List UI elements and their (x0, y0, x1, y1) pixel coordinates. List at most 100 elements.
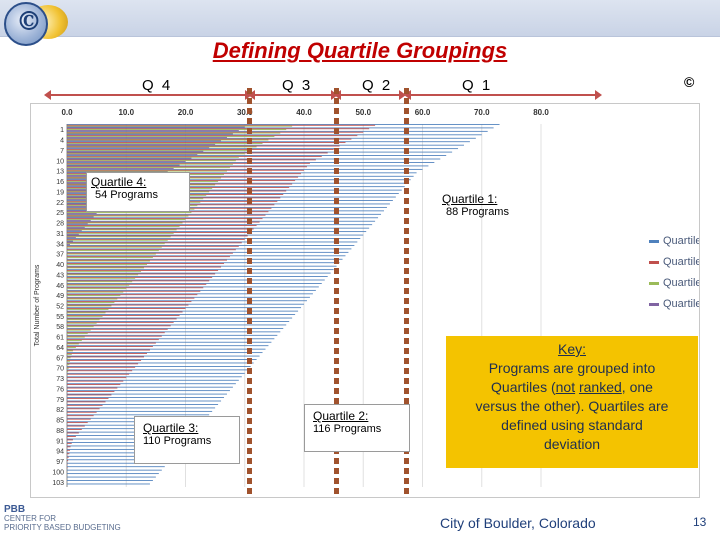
callout-q1-title: Quartile 1: (442, 192, 498, 206)
y-tick-label: 52 (56, 304, 64, 311)
legend-label: Quartile 1 (663, 235, 699, 247)
bar-quartile-1 (67, 404, 219, 405)
copyright-icon: © (684, 74, 695, 90)
bar-quartile-1 (67, 213, 382, 215)
bar-quartile-3 (67, 305, 112, 307)
bar-quartile-2 (67, 138, 352, 140)
bar-quartile-1 (67, 130, 488, 132)
key-word-not: not (555, 379, 576, 395)
y-tick-label: 13 (56, 169, 64, 176)
bar-quartile-1 (67, 127, 494, 129)
y-tick-label: 58 (56, 324, 64, 331)
bar-quartile-4 (67, 168, 174, 169)
bar-quartile-1 (67, 303, 304, 305)
legend-swatch (649, 240, 659, 243)
bar-quartile-1 (67, 459, 171, 461)
bar-quartile-1 (67, 217, 379, 219)
bar-quartile-4 (67, 240, 73, 242)
bar-quartile-1 (67, 286, 319, 288)
bar-quartile-3 (67, 322, 97, 324)
callout-quartile-3: Quartile 3: 110 Programs (134, 416, 240, 464)
x-tick-label: 60.0 (415, 108, 431, 117)
bar-quartile-1 (67, 158, 441, 160)
bar-quartile-3 (67, 143, 263, 144)
quartile-header-q3: Q 3 (282, 77, 313, 94)
pbb-line-1: CENTER FOR (4, 514, 56, 523)
y-tick-label: 16 (56, 179, 64, 186)
key-line-2a: Quartiles ( (491, 379, 556, 395)
bar-quartile-3 (67, 298, 118, 300)
bar-quartile-3 (67, 353, 72, 355)
bar-quartile-4 (67, 237, 76, 239)
bar-quartile-2 (67, 287, 204, 289)
bar-quartile-2 (67, 245, 239, 247)
bar-quartile-1 (67, 206, 387, 208)
bar-quartile-3 (67, 360, 70, 362)
bar-quartile-2 (67, 411, 97, 413)
bar-quartile-2 (67, 149, 334, 150)
x-tick-label: 80.0 (533, 108, 549, 117)
y-axis-title: Total Number of Programs (34, 264, 41, 346)
bar-quartile-3 (67, 364, 70, 366)
bar-quartile-2 (67, 346, 153, 347)
q2-range-arrow (334, 90, 406, 100)
bar-quartile-1 (67, 348, 266, 350)
bar-quartile-2 (67, 131, 364, 133)
bar-quartile-1 (67, 455, 174, 457)
y-tick-label: 73 (56, 376, 64, 383)
bar-quartile-2 (67, 214, 266, 216)
key-line-2b: , one (621, 379, 653, 395)
bar-quartile-1 (67, 276, 328, 277)
bar-quartile-1 (67, 352, 263, 354)
key-word-ranked: ranked (578, 379, 622, 395)
bar-quartile-4 (67, 136, 227, 138)
bar-quartile-2 (67, 124, 376, 126)
bar-quartile-1 (67, 324, 287, 326)
bar-quartile-1 (67, 355, 260, 357)
bar-quartile-3 (67, 340, 82, 341)
bar-quartile-2 (67, 425, 85, 427)
y-tick-label: 103 (52, 480, 64, 487)
bar-quartile-1 (67, 334, 278, 336)
bar-quartile-2 (67, 266, 222, 268)
bar-quartile-1 (67, 372, 245, 374)
bar-quartile-1 (67, 331, 281, 333)
bar-quartile-1 (67, 366, 251, 367)
bar-quartile-1 (67, 321, 290, 322)
bar-quartile-3 (67, 136, 275, 137)
bar-quartile-1 (67, 265, 337, 267)
bar-quartile-1 (67, 124, 500, 125)
y-tick-label: 88 (56, 428, 64, 435)
bar-quartile-1 (67, 390, 230, 392)
bar-quartile-2 (67, 370, 133, 372)
bar-quartile-3 (67, 312, 106, 314)
q4-range-arrow (44, 90, 252, 100)
bar-quartile-2 (67, 311, 183, 313)
bar-quartile-2 (67, 349, 150, 351)
q3-range-arrow (248, 90, 338, 100)
y-tick-label: 31 (56, 231, 64, 238)
bar-quartile-2 (67, 263, 225, 265)
page-number: 13 (693, 515, 707, 529)
bar-quartile-3 (67, 132, 281, 134)
bar-quartile-1 (67, 397, 225, 398)
bar-quartile-2 (67, 301, 192, 303)
callout-quartile-2: Quartile 2: 116 Programs (304, 404, 410, 452)
x-tick-label: 30.0 (237, 108, 253, 117)
bar-quartile-1 (67, 345, 269, 347)
x-tick-label: 50.0 (355, 108, 371, 117)
y-tick-label: 1 (60, 127, 64, 134)
bar-quartile-2 (67, 283, 207, 285)
bar-quartile-3 (67, 302, 115, 303)
bar-quartile-1 (67, 186, 405, 188)
bar-quartile-2 (67, 252, 233, 254)
bar-quartile-2 (67, 377, 127, 379)
bar-quartile-3 (67, 264, 147, 265)
logo-glyph: © (16, 7, 42, 37)
bar-quartile-2 (67, 315, 180, 316)
y-tick-label: 100 (52, 469, 64, 476)
bar-quartile-1 (67, 438, 189, 440)
quartile-header-q1: Q 1 (462, 77, 493, 94)
y-tick-label: 55 (56, 314, 64, 321)
bar-quartile-1 (67, 227, 370, 229)
